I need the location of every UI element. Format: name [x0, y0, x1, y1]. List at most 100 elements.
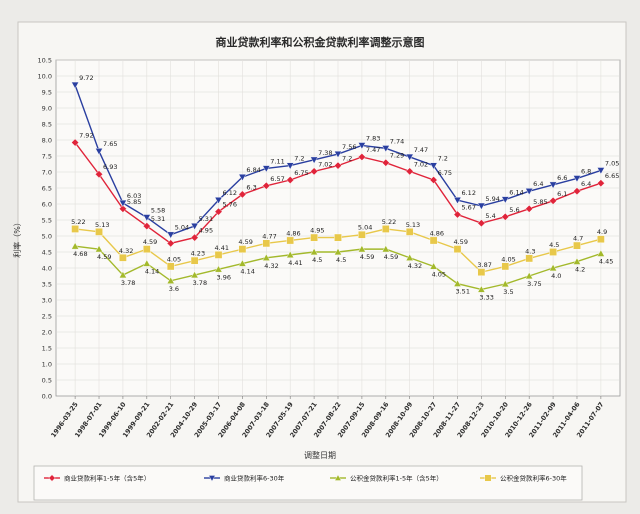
data-label: 3.51	[455, 288, 469, 296]
data-label: 5.04	[358, 224, 372, 232]
data-point-marker	[453, 245, 462, 253]
data-point-marker	[95, 228, 103, 236]
data-point-marker	[381, 158, 390, 167]
data-label: 4.14	[240, 268, 254, 276]
legend-item-1: 商业贷款利率1-5年（含5年）	[44, 474, 150, 483]
y-tick-label: 2.5	[42, 313, 52, 321]
data-point-marker	[166, 231, 175, 239]
data-point-marker	[477, 219, 486, 228]
data-label: 5.4	[485, 212, 495, 220]
data-point-marker	[477, 202, 486, 210]
data-point-marker	[142, 259, 151, 267]
data-label: 9.72	[79, 74, 93, 82]
y-tick-label: 6.0	[42, 201, 52, 209]
data-point-marker	[95, 148, 103, 156]
data-label: 6.75	[294, 169, 308, 177]
data-point-marker	[142, 214, 151, 222]
data-point-marker	[429, 262, 438, 270]
data-point-marker	[358, 230, 366, 239]
data-point-marker	[334, 161, 342, 170]
data-point-marker	[596, 167, 605, 175]
data-label: 7.47	[414, 146, 428, 154]
data-label: 6.6	[557, 174, 567, 182]
data-label: 6.03	[127, 192, 141, 200]
data-label: 3.75	[527, 280, 541, 288]
data-point-marker	[143, 245, 151, 253]
data-label: 3.87	[477, 261, 491, 269]
data-label: 6.65	[605, 172, 619, 180]
data-point-marker	[405, 253, 414, 261]
data-point-marker	[334, 233, 342, 242]
data-point-marker	[525, 188, 534, 196]
data-point-marker	[238, 245, 247, 253]
data-point-marker	[549, 181, 558, 189]
legend-item-3: 公积金贷款利率1-5年（含5年）	[330, 474, 443, 483]
data-label: 4.59	[97, 253, 111, 261]
data-point-marker	[453, 197, 462, 205]
data-label: 7.02	[318, 160, 332, 168]
data-label: 4.3	[525, 247, 535, 255]
legend-label: 商业贷款利率1-5年（含5年）	[64, 474, 150, 483]
data-point-marker	[214, 251, 223, 259]
data-label: 4.5	[336, 256, 346, 264]
data-point-marker	[166, 262, 175, 271]
data-point-marker	[238, 190, 247, 199]
data-point-marker	[95, 170, 103, 179]
data-point-marker	[501, 262, 510, 271]
data-point-marker	[596, 249, 605, 257]
data-label: 3.5	[503, 288, 513, 296]
data-point-marker	[405, 153, 414, 161]
data-point-marker	[334, 474, 342, 481]
data-label: 4.32	[408, 262, 422, 270]
y-tick-label: 8.5	[42, 121, 52, 129]
legend-item-4: 公积金贷款利率6-30年	[480, 474, 567, 483]
data-point-marker	[310, 167, 318, 176]
data-label: 5.94	[485, 195, 499, 203]
data-point-marker	[310, 247, 319, 256]
data-point-marker	[262, 165, 271, 173]
data-label: 4.5	[549, 241, 559, 249]
data-label: 5.31	[199, 215, 213, 223]
data-point-marker	[262, 181, 271, 190]
series-layer	[71, 81, 605, 293]
data-point-marker	[48, 474, 56, 482]
y-tick-label: 7.5	[42, 153, 52, 161]
data-label: 5.6	[509, 206, 519, 214]
y-tick-label: 4.0	[42, 265, 52, 273]
data-label: 5.58	[151, 206, 165, 214]
data-label: 3.78	[193, 279, 207, 287]
data-label: 4.2	[575, 266, 585, 274]
data-label: 7.2	[294, 155, 304, 163]
series-3	[71, 242, 605, 293]
data-label: 5.85	[127, 198, 141, 206]
chart-title: 商业贷款利率和公积金贷款利率调整示意图	[216, 35, 425, 49]
y-tick-label: 0.5	[42, 377, 52, 385]
data-label: 4.41	[288, 259, 302, 267]
data-label: 6.57	[270, 175, 284, 183]
data-label: 6.1	[557, 190, 567, 198]
data-label: 4.05	[501, 255, 515, 263]
data-label: 6.8	[581, 167, 591, 175]
data-point-marker	[525, 271, 534, 280]
data-label: 5.13	[95, 221, 109, 229]
data-point-marker	[596, 179, 605, 188]
y-tick-label: 9.0	[42, 105, 52, 113]
y-tick-label: 6.5	[42, 185, 52, 193]
data-point-marker	[190, 222, 199, 231]
data-label: 5.67	[461, 204, 475, 212]
data-point-marker	[381, 225, 390, 233]
data-label: 4.05	[167, 255, 181, 263]
data-label: 4.23	[191, 250, 205, 258]
data-label: 6.4	[581, 180, 591, 188]
data-label: 4.45	[599, 258, 613, 266]
data-point-marker	[119, 204, 127, 213]
data-point-marker	[358, 153, 366, 161]
data-label: 6.4	[533, 180, 543, 188]
data-point-marker	[573, 175, 581, 183]
data-label: 4.14	[145, 268, 159, 276]
data-point-marker	[95, 245, 103, 253]
data-label: 7.65	[103, 140, 117, 148]
data-point-marker	[286, 250, 295, 258]
data-point-marker	[238, 259, 247, 267]
